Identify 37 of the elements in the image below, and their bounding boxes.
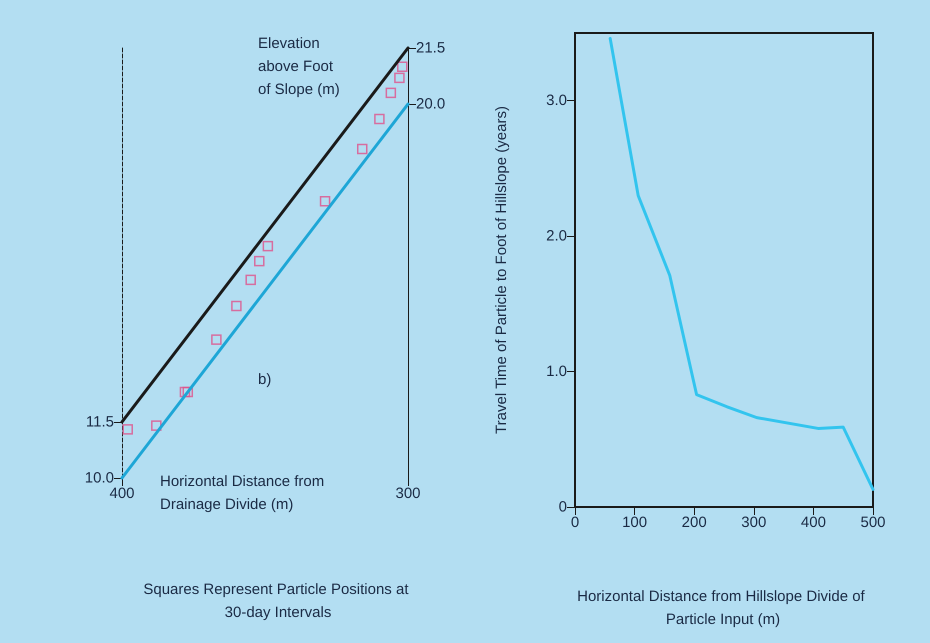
point [151, 420, 162, 431]
text: Squares Represent Particle Positions at 30-day Intervals [143, 581, 413, 621]
x-tick-label: 300 [741, 514, 766, 531]
x-tick-label: 100 [622, 514, 648, 531]
y2-tick-label: 21.5 [416, 40, 446, 56]
point [386, 88, 396, 98]
y2-tick-label: 20.0 [416, 96, 446, 113]
x-tick-label: 200 [682, 514, 707, 531]
x-tick-label: 0 [570, 514, 580, 531]
x-tick-label: 300 [395, 485, 421, 502]
point [320, 196, 330, 207]
x-tick-label: 400 [800, 514, 826, 531]
point [122, 424, 133, 435]
point [356, 144, 368, 154]
line-series [608, 36, 874, 491]
point [211, 334, 222, 345]
x-axis-title: Horizontal Distance from Drainage Divide (m) [160, 473, 328, 513]
point [245, 274, 256, 286]
point [231, 300, 242, 312]
annotation: b) [258, 371, 272, 388]
y-tick-label: 10.0 [84, 470, 114, 486]
y-tick-label: 11.5 [86, 413, 114, 430]
y2-axis-title: Elevation above Foot of Slope (m) [258, 35, 340, 98]
point [182, 386, 194, 398]
y-tick-label: 3.0 [546, 92, 567, 110]
point [374, 114, 385, 124]
x-tick-label: 400 [109, 485, 135, 502]
point [394, 72, 405, 84]
y-axis-title: Travel Time of Particle to Foot of Hillslope (years) [493, 106, 510, 434]
x-tick-label: 500 [860, 514, 886, 531]
x-axis-title: Horizontal Distance from Hillslope Divide of Particle Input (m) [577, 588, 869, 628]
point [254, 256, 265, 266]
y-tick-label: 2.0 [546, 228, 567, 245]
point [262, 240, 274, 252]
y-tick-label: 1.0 [546, 363, 567, 380]
point [397, 61, 408, 72]
y-tick-label: 0 [558, 498, 567, 516]
